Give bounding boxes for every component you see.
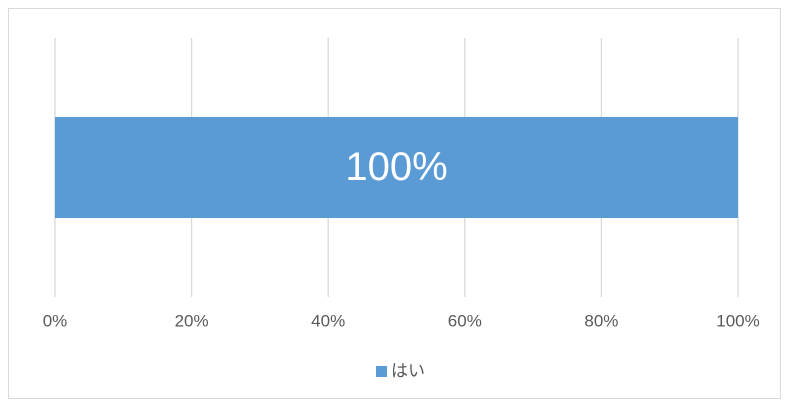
x-tick-label: 100%: [716, 311, 759, 330]
legend-label: はい: [391, 361, 425, 380]
x-tick-label: 80%: [584, 311, 618, 330]
x-tick-label: 20%: [175, 311, 209, 330]
data-label: 100%: [345, 145, 447, 189]
x-tick-label: 60%: [448, 311, 482, 330]
legend-swatch: [376, 366, 387, 377]
x-tick-label: 40%: [311, 311, 345, 330]
x-tick-label: 0%: [43, 311, 68, 330]
bar: [55, 116, 738, 219]
